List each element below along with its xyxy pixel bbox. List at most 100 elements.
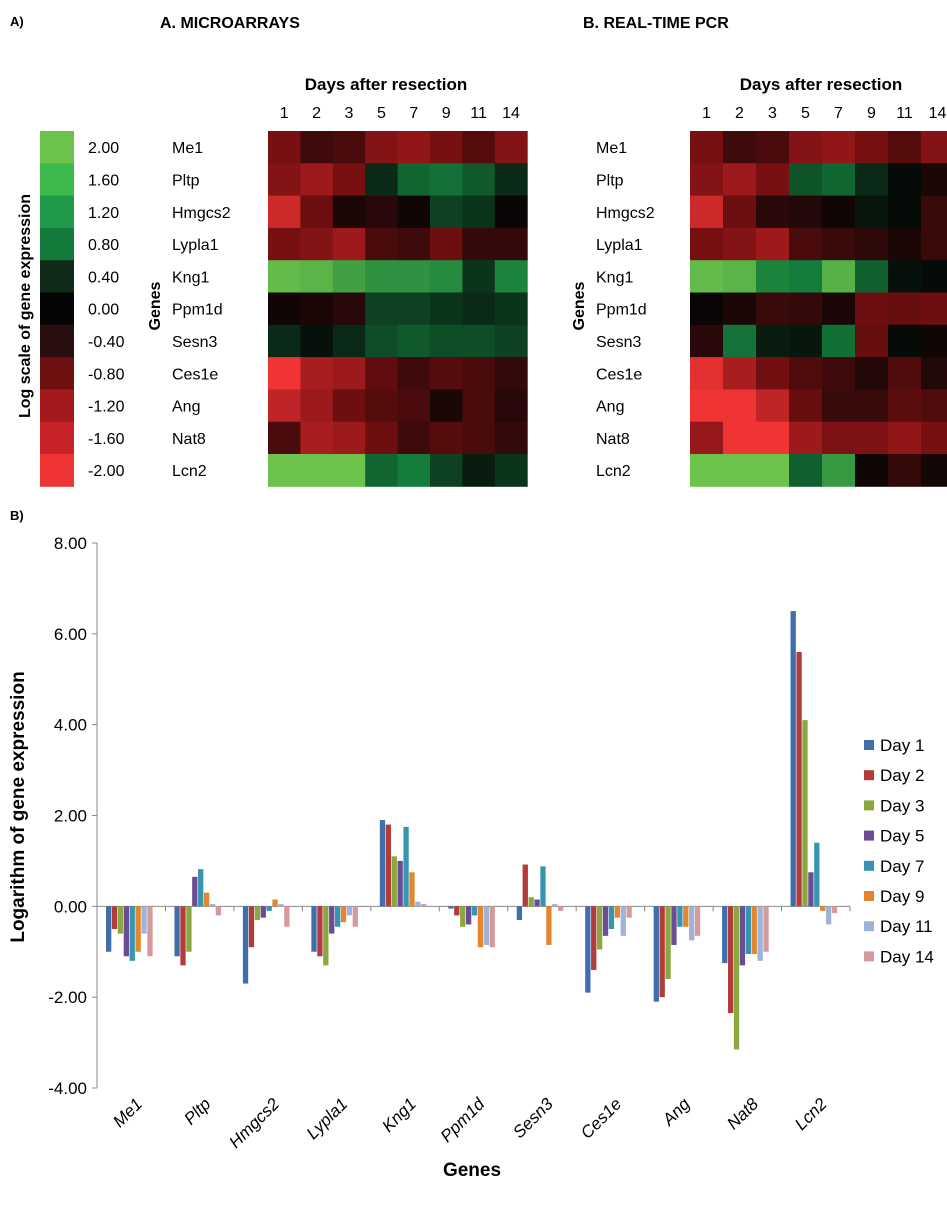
- heatmap-cell: [365, 324, 399, 358]
- heatmap-cell: [430, 195, 463, 229]
- bar: [689, 906, 695, 941]
- heatmap-cell: [430, 357, 463, 390]
- heatmap-cell: [822, 324, 856, 358]
- heatmap-gene-label: Me1: [172, 140, 203, 157]
- legend-swatch: [40, 195, 74, 229]
- heatmap-day-label: 3: [345, 105, 354, 122]
- heatmap-cell: [855, 195, 889, 229]
- heatmap-cell: [888, 163, 922, 197]
- heatmap-cell: [921, 454, 947, 487]
- x-category-label: Lcn2: [791, 1094, 831, 1134]
- heatmap-b-title: B. REAL-TIME PCR: [583, 15, 729, 32]
- heatmap-cell: [789, 324, 823, 358]
- legend-swatch: [864, 921, 874, 932]
- heatmap-day-label: 2: [312, 105, 321, 122]
- bar: [489, 906, 495, 948]
- heatmap-cell: [822, 195, 856, 229]
- legend-value-label: 1.60: [88, 172, 119, 189]
- heatmap-cell: [462, 421, 496, 455]
- heatmap-cell: [494, 357, 528, 390]
- heatmap-cell: [462, 324, 496, 358]
- heatmap-gene-label: Lypla1: [596, 237, 643, 254]
- heatmap-cell: [789, 195, 823, 229]
- heatmap-gene-label: Ppm1d: [596, 302, 647, 319]
- heatmap-cell: [332, 357, 366, 390]
- heatmap-gene-label: Lcn2: [596, 463, 631, 480]
- heatmap-cell: [332, 227, 366, 261]
- heatmap-cell: [300, 163, 334, 197]
- heatmap-cell: [397, 389, 431, 423]
- bar: [831, 906, 838, 914]
- heatmap-cell: [855, 260, 889, 293]
- bar: [751, 906, 757, 955]
- heatmap-cell: [888, 227, 922, 261]
- bar: [477, 906, 484, 948]
- bar: [665, 906, 671, 979]
- bar: [733, 906, 740, 1050]
- heatmap-cell: [921, 163, 947, 197]
- heatmap-gene-label: Ppm1d: [172, 302, 223, 319]
- heatmap-cell: [822, 131, 856, 164]
- heatmap-cell: [430, 131, 463, 164]
- heatmap-cell: [690, 260, 724, 293]
- bar: [192, 876, 198, 907]
- heatmap-cell: [332, 389, 366, 423]
- heatmap-cell: [789, 131, 823, 164]
- heatmap-cell: [855, 389, 889, 423]
- heatmap-cell: [397, 131, 431, 164]
- heatmap-cell: [268, 131, 301, 164]
- heatmap-cell: [268, 163, 301, 197]
- heatmap-cell: [921, 421, 947, 455]
- bar: [129, 906, 135, 961]
- color-legend-title: Log scale of gene expression: [17, 194, 34, 418]
- legend-entry-label: Day 1: [880, 736, 924, 755]
- heatmap-day-label: 2: [735, 105, 744, 122]
- heatmap-cell: [822, 389, 856, 423]
- heatmap-gene-label: Sesn3: [596, 334, 641, 351]
- heatmap-cell: [723, 357, 757, 390]
- heatmap-cell: [332, 454, 366, 487]
- legend-swatch: [864, 891, 874, 901]
- heatmap-cell: [690, 454, 724, 487]
- bar: [614, 906, 620, 918]
- heatmap-cell: [888, 454, 922, 487]
- heatmap-cell: [300, 454, 334, 487]
- bar: [311, 906, 317, 952]
- heatmap-day-label: 1: [702, 105, 711, 122]
- x-category-label: Ppm1d: [437, 1094, 489, 1146]
- heatmap-cell: [690, 195, 724, 229]
- bar: [329, 906, 335, 934]
- x-category-label: Sesn3: [509, 1094, 557, 1142]
- heatmap-cell: [268, 227, 301, 261]
- heatmap-cell: [756, 163, 790, 197]
- heatmap-cell: [789, 357, 823, 390]
- heatmap-cell: [462, 195, 496, 229]
- heatmap-cell: [921, 292, 947, 326]
- heatmap-cell: [888, 131, 922, 164]
- legend-value-label: 1.20: [88, 205, 119, 222]
- legend-swatch: [864, 770, 874, 781]
- bar: [106, 906, 112, 952]
- heatmap-cell: [462, 454, 496, 487]
- bar: [546, 906, 552, 945]
- bar: [683, 906, 689, 927]
- bar: [334, 906, 341, 927]
- heatmap-a-title: A. MICROARRAYS: [160, 15, 300, 32]
- heatmap-cell: [300, 324, 334, 358]
- bar: [448, 906, 454, 909]
- legend-value-label: 0.00: [88, 302, 119, 319]
- heatmap-cell: [888, 357, 922, 390]
- bar: [522, 864, 528, 907]
- heatmap-cell: [690, 131, 724, 164]
- heatmap-cell: [332, 131, 366, 164]
- heatmap-cell: [494, 131, 528, 164]
- heatmap-cell: [332, 195, 366, 229]
- heatmap-cell: [723, 163, 757, 197]
- bar: [403, 826, 409, 907]
- bar: [242, 906, 249, 984]
- bar: [722, 906, 728, 964]
- heatmap-cell: [822, 227, 856, 261]
- y-tick-label: 4.00: [54, 716, 87, 735]
- heatmap-cell: [268, 324, 301, 358]
